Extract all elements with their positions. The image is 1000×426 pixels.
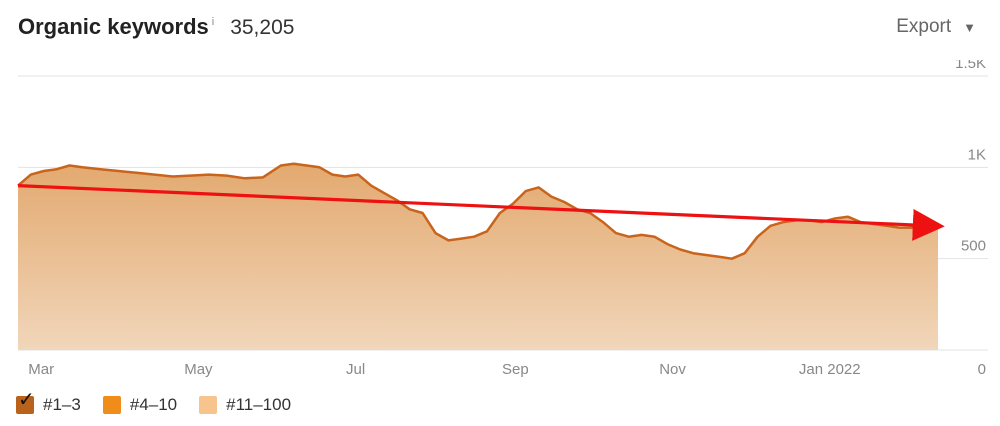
chart-title: Organic keywords [18,14,209,39]
x-tick-label: Jul [346,361,365,378]
x-tick-label: Sep [502,361,529,378]
y-tick-label: 1K [968,146,986,163]
legend-swatch [199,396,218,414]
export-button[interactable]: Export ▼ [896,16,976,38]
y-tick-label: 500 [961,238,986,255]
legend-item-11-100[interactable]: #11–100 [199,395,291,415]
triangle-down-icon: ▼ [963,19,976,35]
chart-header: Organic keywords i 35,205 [18,14,294,44]
legend-swatch [102,396,121,414]
legend-label: #4–10 [129,395,178,414]
trend-arrow [17,184,945,241]
y-tick-label: 1.5K [955,60,986,72]
y-axis: 0 500 1K 1.5K [955,60,986,378]
legend-label: #11–100 [226,395,292,414]
x-tick-label: May [184,361,213,378]
checkmark-icon: ✓ [18,389,35,411]
legend: ✓ #1–3 #4–10 #11–100 [16,390,313,415]
legend-swatch: ✓ [16,390,35,414]
x-tick-label: Nov [659,361,686,378]
legend-item-4-10[interactable]: #4–10 [102,395,178,415]
legend-item-1-3[interactable]: ✓ #1–3 [16,390,81,415]
keyword-total: 35,205 [230,16,295,39]
x-tick-label: Jan 2022 [799,361,861,378]
info-icon[interactable]: i [211,16,215,28]
export-label: Export [896,16,952,37]
x-axis: Mar May Jul Sep Nov Jan 2022 [28,361,860,378]
y-tick-label: 0 [978,361,986,378]
legend-label: #1–3 [43,395,81,414]
area-fill [18,163,938,350]
x-tick-label: Mar [28,361,54,378]
keywords-chart: 0 500 1K 1.5K Mar May Jul Sep Nov Jan 2022 [17,60,988,378]
